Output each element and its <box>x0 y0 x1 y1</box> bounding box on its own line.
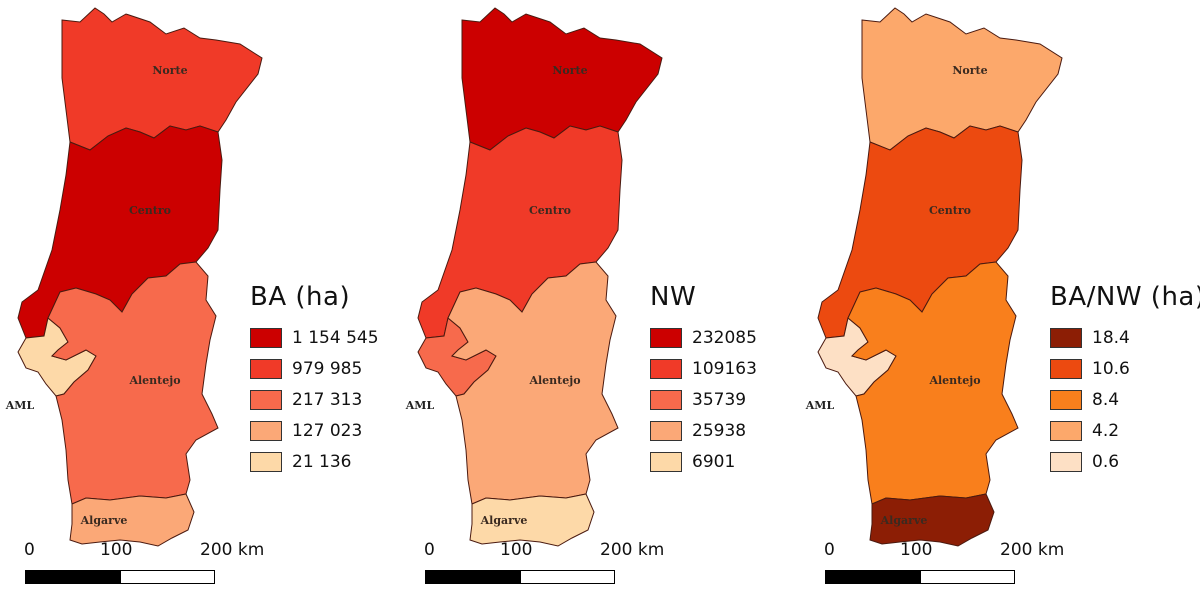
legend-item: 109163 <box>650 355 757 383</box>
legend-item: 8.4 <box>1050 386 1200 414</box>
label-norte: Norte <box>552 64 587 77</box>
legend-title: NW <box>650 282 697 312</box>
label-alentejo: Alentejo <box>128 374 180 387</box>
region-norte <box>861 7 1063 151</box>
legend: BA (ha) 1 154 545 979 985 217 313 127 02… <box>250 282 379 479</box>
legend: BA/NW (ha) 18.4 10.6 8.4 4.2 0.6 <box>1050 282 1200 479</box>
legend-label: 18.4 <box>1092 328 1130 348</box>
label-centro: Centro <box>529 204 571 217</box>
legend-item: 979 985 <box>250 355 379 383</box>
label-norte: Norte <box>152 64 187 77</box>
scale-bar: 0 100 200 km <box>824 540 1124 590</box>
scale-tick-100: 100 <box>900 540 933 560</box>
legend-item: 4.2 <box>1050 417 1200 445</box>
legend-swatch <box>1050 452 1082 472</box>
legend: NW 232085 109163 35739 25938 6901 <box>650 282 757 479</box>
legend-label: 127 023 <box>292 421 363 441</box>
region-algarve <box>869 493 995 547</box>
legend-title: BA (ha) <box>250 282 351 312</box>
legend-label: 35739 <box>692 390 747 410</box>
map-panel-ba: Norte Centro Alentejo AML Algarve BA (ha… <box>0 0 400 592</box>
legend-swatch <box>250 328 282 348</box>
scale-bar: 0 100 200 km <box>24 540 324 590</box>
scale-tick-200: 200 km <box>200 540 265 560</box>
legend-label: 6901 <box>692 452 736 472</box>
scale-tick-0: 0 <box>424 540 435 560</box>
label-algarve: Algarve <box>880 514 928 527</box>
label-algarve: Algarve <box>480 514 528 527</box>
label-norte: Norte <box>952 64 987 77</box>
scale-segment-white <box>920 570 1015 584</box>
legend-item: 232085 <box>650 324 757 352</box>
legend-title: BA/NW (ha) <box>1050 282 1200 312</box>
legend-swatch <box>650 328 682 348</box>
legend-item: 217 313 <box>250 386 379 414</box>
legend-swatch <box>1050 390 1082 410</box>
legend-item: 1 154 545 <box>250 324 379 352</box>
scale-tick-100: 100 <box>500 540 533 560</box>
legend-label: 979 985 <box>292 359 363 379</box>
scale-tick-100: 100 <box>100 540 133 560</box>
legend-label: 25938 <box>692 421 747 441</box>
legend-label: 8.4 <box>1092 390 1120 410</box>
legend-label: 109163 <box>692 359 757 379</box>
legend-label: 1 154 545 <box>292 328 379 348</box>
scale-segment-white <box>520 570 615 584</box>
region-algarve <box>69 493 195 547</box>
map-panel-nw: Norte Centro Alentejo AML Algarve NW 232… <box>400 0 800 592</box>
legend-swatch <box>650 452 682 472</box>
label-aml: AML <box>5 399 35 412</box>
legend-swatch <box>650 390 682 410</box>
label-algarve: Algarve <box>80 514 128 527</box>
label-centro: Centro <box>129 204 171 217</box>
legend-swatch <box>650 359 682 379</box>
legend-label: 10.6 <box>1092 359 1130 379</box>
scale-segment-black <box>25 570 121 584</box>
region-norte <box>461 7 663 151</box>
label-alentejo: Alentejo <box>528 374 580 387</box>
scale-tick-0: 0 <box>824 540 835 560</box>
legend-swatch <box>1050 359 1082 379</box>
scale-segment-black <box>825 570 921 584</box>
label-aml: AML <box>405 399 435 412</box>
legend-item: 6901 <box>650 448 757 476</box>
region-norte <box>61 7 263 151</box>
scale-tick-0: 0 <box>24 540 35 560</box>
legend-item: 35739 <box>650 386 757 414</box>
label-centro: Centro <box>929 204 971 217</box>
legend-item: 18.4 <box>1050 324 1200 352</box>
legend-label: 232085 <box>692 328 757 348</box>
portugal-map: Norte Centro Alentejo AML Algarve <box>805 7 1063 547</box>
scale-bar: 0 100 200 km <box>424 540 724 590</box>
legend-label: 217 313 <box>292 390 363 410</box>
legend-label: 21 136 <box>292 452 352 472</box>
legend-label: 0.6 <box>1092 452 1120 472</box>
legend-item: 25938 <box>650 417 757 445</box>
legend-item: 127 023 <box>250 417 379 445</box>
scale-tick-200: 200 km <box>600 540 665 560</box>
legend-item: 0.6 <box>1050 448 1200 476</box>
legend-swatch <box>1050 421 1082 441</box>
region-algarve <box>469 493 595 547</box>
scale-segment-black <box>425 570 521 584</box>
label-alentejo: Alentejo <box>928 374 980 387</box>
legend-item: 21 136 <box>250 448 379 476</box>
portugal-map: Norte Centro Alentejo AML Algarve <box>5 7 263 547</box>
label-aml: AML <box>805 399 835 412</box>
scale-segment-white <box>120 570 215 584</box>
scale-tick-200: 200 km <box>1000 540 1065 560</box>
legend-swatch <box>250 452 282 472</box>
legend-swatch <box>250 359 282 379</box>
legend-swatch <box>250 390 282 410</box>
legend-label: 4.2 <box>1092 421 1120 441</box>
legend-swatch <box>250 421 282 441</box>
legend-swatch <box>650 421 682 441</box>
legend-swatch <box>1050 328 1082 348</box>
map-panel-ba-per-nw: Norte Centro Alentejo AML Algarve BA/NW … <box>800 0 1200 592</box>
portugal-map: Norte Centro Alentejo AML Algarve <box>405 7 663 547</box>
legend-item: 10.6 <box>1050 355 1200 383</box>
